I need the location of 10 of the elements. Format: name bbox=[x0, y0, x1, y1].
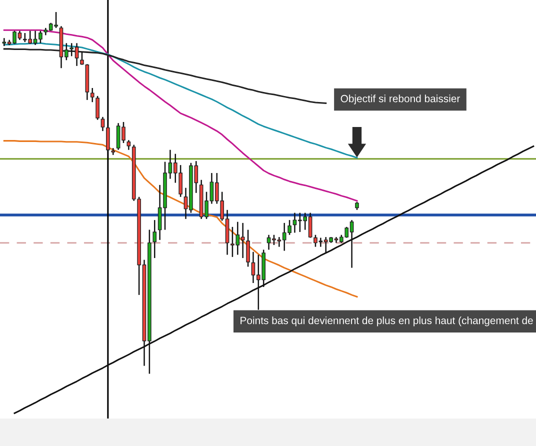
candlestick bbox=[126, 139, 131, 150]
candlestick bbox=[80, 51, 84, 66]
candlestick bbox=[152, 219, 157, 259]
candlestick bbox=[96, 95, 100, 120]
candlestick bbox=[106, 125, 110, 156]
annotation: Objectif si rebond baissier bbox=[340, 94, 460, 104]
candlestick bbox=[90, 87, 94, 103]
candlestick bbox=[246, 229, 250, 268]
candlestick bbox=[100, 116, 105, 132]
annotation: Points bas qui deviennent de plus en plus haut (changement de bbox=[240, 316, 533, 326]
